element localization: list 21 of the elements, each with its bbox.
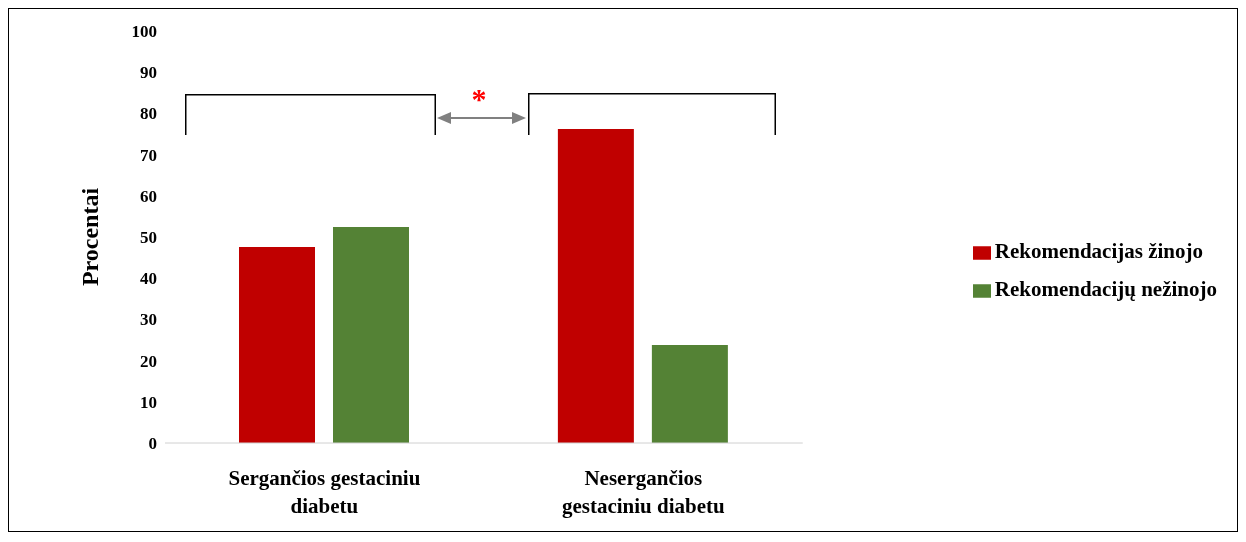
- y-tick-label: 60: [140, 186, 157, 206]
- y-tick-label: 100: [131, 22, 157, 42]
- y-tick-label: 50: [140, 228, 157, 248]
- bar: [333, 227, 409, 443]
- y-tick-label: 0: [148, 434, 157, 454]
- bar: [239, 246, 315, 443]
- y-tick-label: 40: [140, 269, 157, 289]
- y-tick-label: 10: [140, 392, 157, 412]
- y-tick-label: 80: [140, 104, 157, 124]
- y-tick-label: 70: [140, 145, 157, 165]
- bar: [557, 129, 634, 443]
- bar: [651, 344, 728, 443]
- y-tick-label: 30: [140, 310, 157, 330]
- y-tick-label: 20: [140, 351, 157, 371]
- y-axis-title: Procentai: [76, 187, 103, 287]
- x-tick-label: Sergančios gestaciniu diabetu: [228, 466, 421, 518]
- legend-label: Rekomendacijas žinojo: [994, 239, 1203, 263]
- y-tick-label: 90: [140, 63, 157, 83]
- legend-label: Rekomendacijų nežinojo: [994, 277, 1217, 301]
- x-tick-label: Nesergančios gestaciniu diabetu: [561, 466, 726, 518]
- annotation: *: [471, 82, 487, 115]
